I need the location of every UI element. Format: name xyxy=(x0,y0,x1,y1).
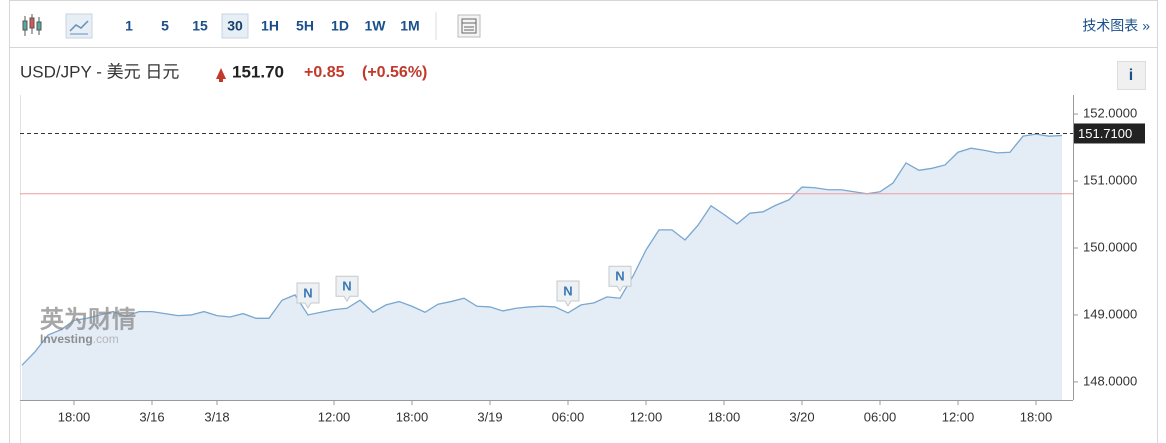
change-pct: (+0.56%) xyxy=(362,64,427,81)
selected-interval-bg xyxy=(221,13,249,39)
x-tick-label: 3/18 xyxy=(204,409,229,424)
interval-button[interactable]: 1H xyxy=(261,18,279,34)
interval-button[interactable]: 5H xyxy=(296,18,314,34)
up-arrow xyxy=(216,68,226,82)
watermark-en: Investing.com xyxy=(40,332,119,346)
current-price-box xyxy=(1073,123,1145,144)
x-tick-label: 12:00 xyxy=(942,409,975,424)
watermark-en-suffix: .com xyxy=(93,332,119,346)
area xyxy=(22,134,1062,400)
frame xyxy=(9,0,1158,443)
interval-button[interactable]: 1 xyxy=(125,18,133,34)
info-button[interactable] xyxy=(1117,61,1146,90)
news-flag-label: N xyxy=(342,279,351,294)
x-tick-label: 06:00 xyxy=(864,409,897,424)
x-tick-label: 18:00 xyxy=(58,409,91,424)
watermark-cn: 英为财情 xyxy=(40,306,136,333)
y-tick-label: 151.0000 xyxy=(1083,172,1137,187)
interval-button[interactable]: 1M xyxy=(400,18,419,34)
x-tick-label: 06:00 xyxy=(552,409,585,424)
news-flag-label: N xyxy=(563,283,572,298)
news-flag-label: N xyxy=(303,285,312,300)
x-tick-label: 18:00 xyxy=(396,409,429,424)
y-tick-label: 148.0000 xyxy=(1083,373,1137,388)
news-flag-label: N xyxy=(615,269,624,284)
price: 151.70 xyxy=(232,62,284,81)
y-tick-label: 149.0000 xyxy=(1083,306,1137,321)
x-tick-label: 12:00 xyxy=(318,409,351,424)
x-tick-label: 12:00 xyxy=(630,409,663,424)
y-tick-label: 150.0000 xyxy=(1083,239,1137,254)
symbol: USD/JPY - 美元 日元 xyxy=(20,62,179,81)
news-flag[interactable] xyxy=(556,280,580,307)
price-line xyxy=(21,133,1063,366)
info-label: i xyxy=(1129,67,1133,84)
table-icon[interactable] xyxy=(457,14,481,38)
line-icon[interactable] xyxy=(65,13,93,39)
candle-icon[interactable] xyxy=(22,14,42,36)
current-price-label: 151.7100 xyxy=(1078,126,1132,141)
news-flag[interactable] xyxy=(335,275,359,303)
news-flag[interactable] xyxy=(296,282,320,309)
interval-button[interactable]: 5 xyxy=(161,18,169,34)
interval-button[interactable]: 1W xyxy=(365,18,387,34)
x-tick-label: 3/19 xyxy=(477,409,502,424)
interval-button[interactable]: 1D xyxy=(331,18,349,34)
watermark-en-main: Investing xyxy=(40,332,93,346)
interval-button[interactable]: 30 xyxy=(227,18,243,34)
interval-button[interactable]: 15 xyxy=(192,18,208,34)
x-tick-label: 18:00 xyxy=(1020,409,1053,424)
chart-link[interactable]: 技术图表 » xyxy=(1082,18,1150,34)
x-tick-label: 3/20 xyxy=(789,409,814,424)
x-tick-label: 3/16 xyxy=(139,409,164,424)
plot: 148.0000 149.0000 150.0000 151.0000 152.0000… xyxy=(20,95,1145,424)
x-tick-label: 18:00 xyxy=(708,409,741,424)
change: +0.85 xyxy=(304,64,345,81)
news-flag[interactable] xyxy=(608,265,632,293)
y-tick-label: 152.0000 xyxy=(1083,106,1137,121)
